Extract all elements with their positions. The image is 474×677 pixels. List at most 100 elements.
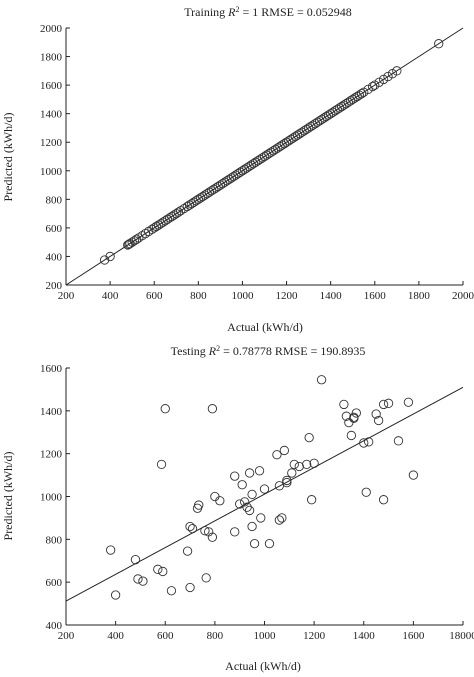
testing-x-axis-label: Actual (kWh/d)	[225, 659, 301, 673]
testing-x-tick-label: 200	[58, 630, 75, 642]
testing-data-point	[182, 546, 193, 556]
training-y-tick-label: 1000	[40, 166, 63, 178]
testing-data-point	[153, 564, 163, 574]
testing-data-point	[378, 399, 389, 410]
testing-data-point	[166, 586, 177, 596]
testing-fit-line-path	[65, 386, 464, 602]
training-x-tick-label: 200	[58, 290, 75, 302]
training-y-tick-label: 800	[46, 194, 63, 206]
testing-data-point	[247, 521, 257, 532]
testing-data-point	[408, 470, 419, 480]
training-axes	[65, 28, 463, 286]
training-y-tick-label: 400	[46, 251, 63, 263]
testing-x-tick-label: 600	[157, 630, 174, 642]
training-x-tick-label: 1400	[320, 290, 343, 302]
testing-data-point	[371, 409, 381, 419]
testing-data-point	[289, 459, 299, 470]
testing-data-point	[239, 497, 250, 507]
testing-data-point	[403, 397, 414, 407]
testing-data-point	[339, 399, 349, 410]
testing-data-point	[244, 468, 255, 478]
testing-y-ticks: 400 600 800 1000 1200 1400 1600	[40, 363, 70, 632]
testing-data-point	[306, 495, 317, 505]
testing-data-point	[237, 480, 247, 490]
training-x-tick-label: 1000	[231, 290, 254, 302]
testing-data-point	[351, 408, 361, 418]
training-x-axis-label: Actual (kWh/d)	[227, 320, 303, 334]
testing-data-point	[272, 450, 282, 460]
testing-data-point	[304, 432, 314, 443]
testing-data-point	[346, 430, 356, 441]
training-x-tick-label: 400	[102, 290, 119, 302]
training-x-tick-label: 800	[190, 290, 207, 302]
testing-data-point	[249, 538, 260, 549]
testing-y-tick-label: 400	[46, 620, 63, 632]
testing-data-point	[378, 495, 389, 505]
testing-data-point	[259, 484, 270, 494]
training-y-ticks: 200 400 600 800 1000 1200 1400 1600 1800 2000	[40, 23, 70, 292]
training-data-point	[367, 81, 378, 92]
testing-fit-line	[65, 386, 464, 602]
testing-data-point	[160, 404, 170, 414]
training-data-point	[99, 255, 110, 265]
training-data-point	[356, 89, 367, 99]
testing-data-point	[185, 582, 195, 593]
training-data-point	[124, 239, 134, 249]
testing-x-tick-label: 800	[207, 630, 224, 642]
testing-data-point	[207, 532, 218, 542]
testing-data-point	[156, 459, 167, 470]
testing-x-tick-label: 18000	[449, 630, 474, 642]
testing-data-point	[282, 477, 292, 488]
training-data-point	[392, 66, 402, 76]
training-y-tick-label: 1600	[40, 80, 63, 92]
testing-data-point	[207, 404, 218, 414]
testing-data-point	[194, 500, 204, 510]
training-points	[99, 39, 444, 265]
testing-data-point	[341, 411, 352, 421]
training-x-tick-label: 2000	[452, 290, 474, 302]
training-chart: Training R2 = 1 RMSE = 0.052948 200 400 60…	[1, 5, 474, 335]
testing-y-tick-label: 1400	[40, 406, 63, 418]
testing-x-tick-label: 400	[107, 630, 124, 642]
testing-x-tick-label: 1000	[254, 630, 277, 642]
testing-data-point	[316, 375, 327, 385]
training-x-tick-label: 1200	[276, 290, 299, 302]
testing-data-point	[302, 459, 312, 470]
testing-data-point	[247, 489, 257, 500]
testing-axes	[65, 368, 463, 626]
training-y-axis-label: Predicted (kWh/d)	[1, 113, 15, 202]
training-data-point	[131, 234, 142, 244]
testing-data-point	[254, 466, 265, 476]
testing-data-point	[187, 523, 198, 534]
training-data-point	[134, 233, 144, 243]
testing-data-point	[215, 496, 225, 506]
testing-data-point	[201, 573, 211, 583]
testing-chart: Testing R2 = 0.78778 RMSE = 190.8935 200…	[1, 344, 474, 674]
training-data-point	[140, 228, 151, 239]
training-x-tick-label: 1600	[364, 290, 387, 302]
testing-data-point	[277, 513, 287, 523]
testing-x-tick-label: 1600	[402, 630, 425, 642]
testing-data-point	[309, 458, 319, 468]
testing-data-point	[282, 475, 292, 486]
testing-data-point	[230, 527, 240, 537]
testing-data-point	[210, 491, 220, 502]
testing-points	[106, 375, 419, 600]
training-data-point	[144, 226, 154, 237]
training-data-point	[173, 207, 184, 217]
testing-x-tick-label: 1400	[353, 630, 376, 642]
testing-data-point	[373, 415, 384, 426]
testing-title: Testing R2 = 0.78778 RMSE = 190.8935	[171, 344, 366, 359]
training-title: Training R2 = 1 RMSE = 0.052948	[184, 5, 351, 20]
testing-y-tick-label: 1600	[40, 363, 63, 375]
testing-data-point	[138, 576, 148, 586]
training-data-point	[179, 203, 189, 214]
training-x-tick-label: 1800	[408, 290, 431, 302]
testing-data-point	[133, 574, 143, 584]
training-y-tick-label: 1400	[40, 109, 63, 121]
training-x-ticks: 200 400 600 800 1000 1200 1400 1600 1800 2000	[58, 281, 474, 302]
testing-data-point	[230, 471, 240, 481]
testing-data-point	[264, 538, 275, 549]
training-y-tick-label: 2000	[40, 23, 63, 35]
